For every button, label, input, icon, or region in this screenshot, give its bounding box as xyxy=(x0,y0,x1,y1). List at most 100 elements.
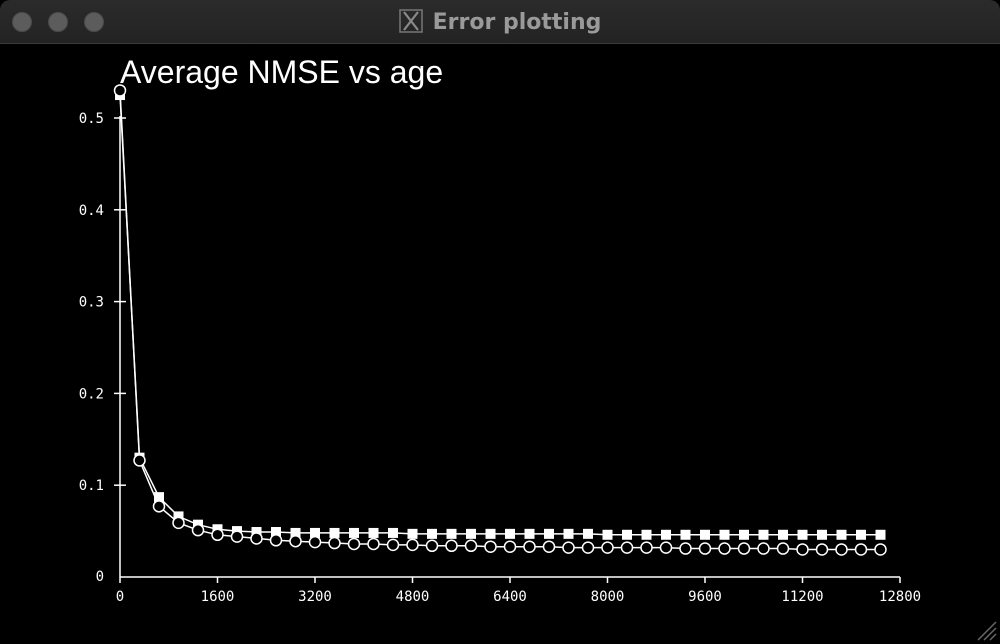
x11-logo-icon xyxy=(398,9,423,33)
series-1-point xyxy=(290,527,301,538)
series-1-point xyxy=(875,529,886,540)
resize-grip-icon[interactable] xyxy=(974,618,998,642)
series-2-point xyxy=(308,535,322,549)
series-2-point xyxy=(133,454,146,467)
series-1-point xyxy=(758,529,769,540)
series-2-point xyxy=(250,532,263,545)
x-tick-label: 0 xyxy=(116,589,124,605)
series-1-point xyxy=(856,529,866,540)
series-2-point xyxy=(211,528,224,542)
series-1-point xyxy=(466,528,476,539)
series-1-point xyxy=(154,492,164,503)
series-1-point xyxy=(407,528,418,539)
series-2-point xyxy=(406,538,419,552)
series-2-point xyxy=(854,543,868,556)
series-2-point xyxy=(172,516,185,530)
series-1-point xyxy=(661,529,671,540)
series-1-point xyxy=(310,527,320,538)
series-1-point xyxy=(329,527,340,538)
series-2-point xyxy=(698,542,712,555)
axis-ticks: 0 1600 3200 4800 6400 8000 9600 11200 12800 0 0.1 0… xyxy=(79,111,921,605)
series-1-point xyxy=(583,528,593,539)
series-2-point xyxy=(679,542,692,555)
series-2-point xyxy=(289,534,302,548)
nmse-chart: Average NMSE vs age 0 1600 3200 4800 6400 800… xyxy=(79,54,921,605)
window-title: Error plotting xyxy=(432,10,602,35)
series-1-point xyxy=(524,528,535,539)
series-1-point xyxy=(251,527,262,538)
x-tick-label: 9600 xyxy=(688,589,722,605)
x-tick-label: 4800 xyxy=(396,589,430,605)
y-tick-label: 0.3 xyxy=(79,295,104,311)
y-tick-label: 0.1 xyxy=(79,478,104,494)
series-1-point xyxy=(719,529,730,540)
series-1-point xyxy=(817,529,827,540)
series-2-point xyxy=(659,541,673,554)
title-bar[interactable]: Error plotting xyxy=(0,0,1000,44)
series-1-point xyxy=(680,529,691,540)
series-2-point xyxy=(191,523,205,537)
series-2-point xyxy=(601,541,614,554)
series-1-point xyxy=(368,527,379,538)
series-1-point xyxy=(485,528,496,539)
x-tick-label: 1600 xyxy=(201,589,235,605)
series-2-point xyxy=(484,540,497,553)
series-2-point xyxy=(581,541,595,554)
series-2-point xyxy=(425,539,439,553)
x-tick-label: 6400 xyxy=(493,589,527,605)
series-layer xyxy=(113,84,887,556)
y-tick-label: 0.2 xyxy=(79,386,104,402)
close-button[interactable] xyxy=(12,12,32,32)
series-1-point xyxy=(388,527,398,538)
series-2-point xyxy=(230,530,244,543)
series-2-point xyxy=(464,539,478,553)
series-2-point xyxy=(796,543,809,556)
series-2-point xyxy=(542,540,556,553)
series-2-point xyxy=(620,541,634,554)
series-1-point xyxy=(544,528,554,539)
series-1-point xyxy=(349,527,359,538)
series-2-point xyxy=(347,537,361,551)
series-2-point xyxy=(503,540,517,553)
series-2-point xyxy=(562,541,575,554)
series-1-point xyxy=(836,529,847,540)
series-2-point xyxy=(386,538,400,552)
series-2-point xyxy=(328,536,341,550)
minimize-button[interactable] xyxy=(48,12,68,32)
series-1-point xyxy=(173,511,184,522)
window-title-group: Error plotting xyxy=(0,9,1000,36)
series-1-point xyxy=(641,529,652,540)
series-1-point xyxy=(505,528,515,539)
series-1-point xyxy=(427,528,437,539)
chart-title: Average NMSE vs age xyxy=(120,54,443,90)
series-2-point xyxy=(367,537,380,551)
series-2-point xyxy=(113,84,127,97)
series-2-point xyxy=(152,500,166,513)
series-1-point xyxy=(739,529,749,540)
series-2-point xyxy=(640,541,653,554)
y-tick-label: 0 xyxy=(96,569,104,585)
series-2-point xyxy=(835,543,848,556)
series-1-line xyxy=(119,94,881,536)
y-tick-label: 0.5 xyxy=(79,111,104,127)
series-2-point xyxy=(815,543,829,556)
series-2-point xyxy=(523,540,536,553)
series-2-point xyxy=(757,542,770,555)
series-1-point xyxy=(446,528,457,539)
x-tick-label: 12800 xyxy=(879,589,921,605)
series-2-point xyxy=(874,543,887,556)
series-1-point xyxy=(797,529,808,540)
series-2-point xyxy=(718,542,731,555)
zoom-button[interactable] xyxy=(84,12,104,32)
series-1-point xyxy=(271,527,281,538)
x-tick-label: 11200 xyxy=(781,589,823,605)
series-1-point xyxy=(700,529,710,540)
x-tick-label: 3200 xyxy=(298,589,332,605)
x-tick-label: 8000 xyxy=(591,589,625,605)
series-1-point xyxy=(563,528,574,539)
y-tick-label: 0.4 xyxy=(79,203,104,219)
series-2-point xyxy=(269,534,283,547)
series-1-point xyxy=(622,529,632,540)
series-1-point xyxy=(778,529,788,540)
